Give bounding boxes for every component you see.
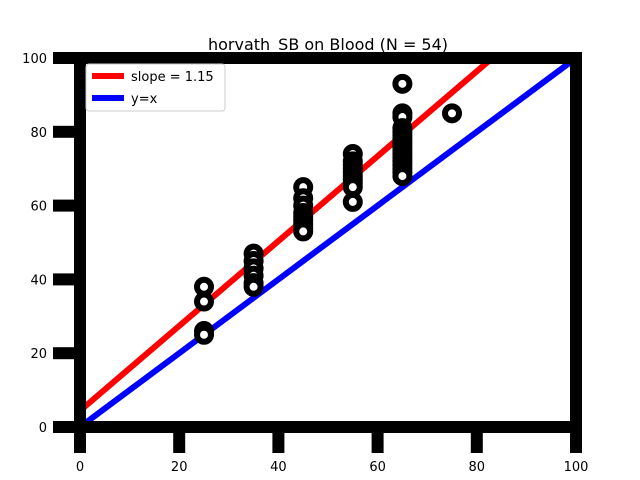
x-tick-label: 100: [564, 460, 589, 475]
chart-title: horvath_SB on Blood (N = 54): [208, 35, 448, 55]
y-tick-label: 100: [22, 52, 47, 67]
axes-frame: [74, 52, 582, 433]
y-tick-label: 0: [39, 421, 47, 436]
legend-label-identity: y=x: [131, 92, 158, 107]
plot-area: [80, 58, 576, 427]
x-tick-label: 40: [270, 460, 287, 475]
scatter-points: [194, 73, 462, 345]
y-tick: [53, 421, 80, 433]
series-lines: [80, 58, 576, 427]
regression-line: [80, 58, 497, 414]
axes-border: [74, 52, 582, 433]
y-tick: [53, 199, 80, 212]
identity-line: [80, 58, 576, 427]
legend-label-slope: slope = 1.15: [131, 70, 214, 85]
data-point: [243, 276, 264, 297]
y-tick-label: 80: [30, 126, 47, 141]
data-point: [194, 291, 214, 312]
x-tick-label: 80: [469, 460, 486, 475]
x-tick: [173, 427, 186, 453]
data-point: [293, 221, 314, 242]
x-tick-label: 0: [76, 460, 84, 475]
data-point: [342, 191, 363, 212]
x-tick: [74, 427, 86, 453]
x-tick: [371, 427, 384, 453]
data-point: [392, 73, 413, 94]
y-tick: [53, 347, 80, 360]
x-tick-label: 60: [369, 460, 386, 475]
y-tick-label: 40: [30, 273, 47, 288]
axis-ticks: 0 20 40 60 80 100 0 20 40 60 80 100: [22, 52, 588, 475]
data-point: [442, 103, 462, 124]
y-tick-label: 60: [30, 200, 47, 215]
y-tick: [53, 273, 80, 286]
y-tick: [53, 52, 80, 64]
legend: slope = 1.15 y=x: [85, 63, 226, 112]
x-tick: [470, 427, 483, 453]
y-tick-label: 20: [30, 347, 47, 362]
y-tick: [53, 125, 80, 138]
data-point: [194, 324, 214, 345]
x-tick: [272, 427, 285, 453]
x-tick-label: 20: [171, 460, 188, 475]
x-tick: [570, 427, 582, 453]
data-point: [392, 166, 413, 187]
